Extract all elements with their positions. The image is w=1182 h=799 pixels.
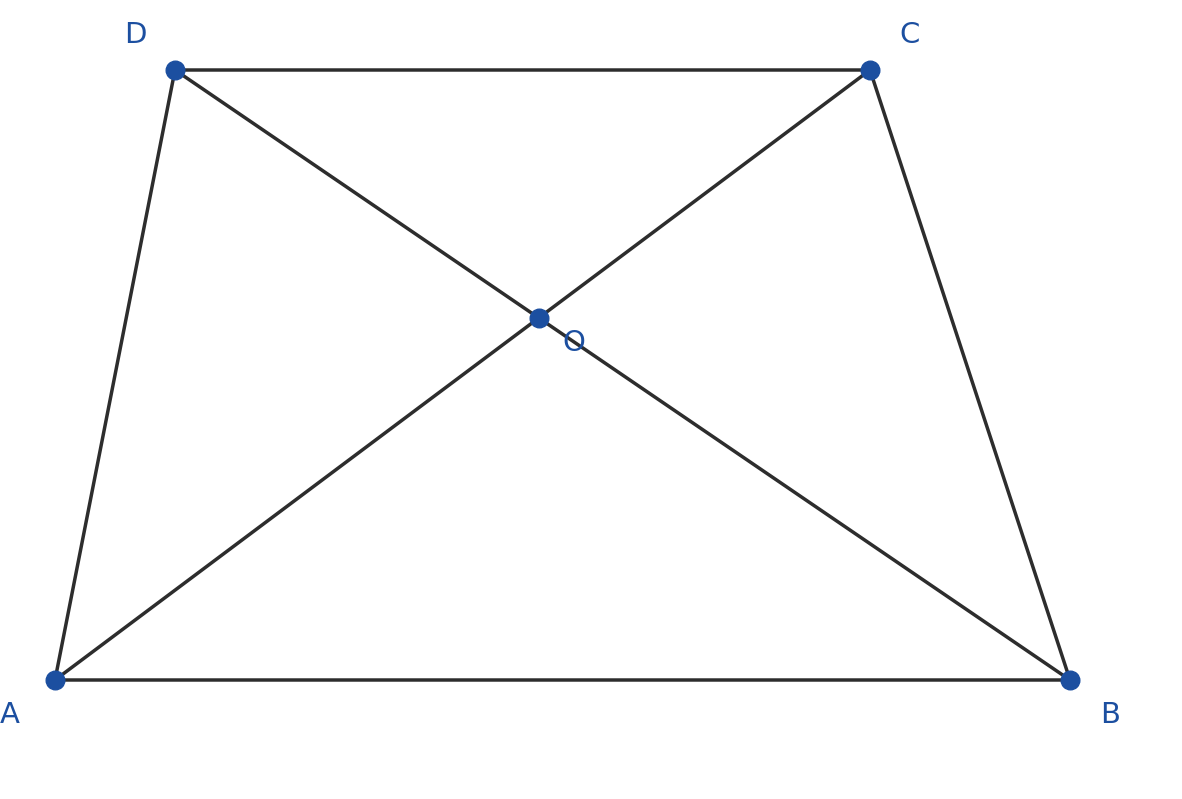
Point [860,64,879,77]
Point [165,64,184,77]
Point [46,674,65,686]
Point [1060,674,1079,686]
Text: B: B [1100,701,1121,729]
Text: O: O [563,329,585,357]
Point [530,312,548,324]
Text: A: A [0,701,20,729]
Text: C: C [900,21,921,49]
Text: D: D [124,21,147,49]
